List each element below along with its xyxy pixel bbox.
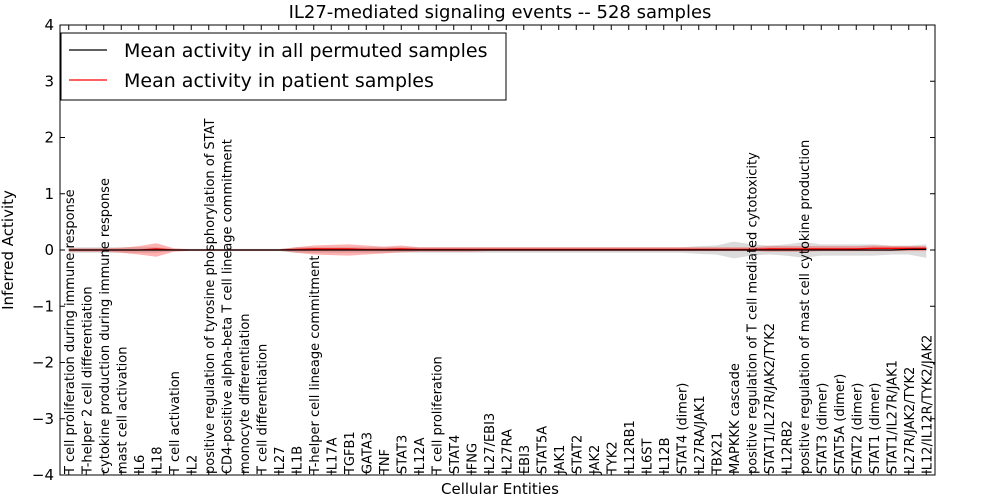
y-tick-label: −3 bbox=[32, 410, 54, 428]
x-category-label: IL27 bbox=[273, 446, 288, 474]
x-category-label: cytokine production during immune respon… bbox=[98, 178, 113, 474]
x-category-label: monocyte differentiation bbox=[238, 313, 253, 474]
legend-label-patient: Mean activity in patient samples bbox=[124, 70, 434, 92]
x-category-label: positive regulation of T cell mediated c… bbox=[745, 152, 760, 474]
x-category-label: IL27R/JAK2/TYK2 bbox=[903, 367, 918, 474]
x-category-label: IL12RB2 bbox=[780, 420, 795, 474]
x-axis-title: Cellular Entities bbox=[441, 480, 559, 498]
x-category-label: T cell differentiation bbox=[255, 344, 270, 475]
x-category-label: IL27RA/JAK1 bbox=[693, 395, 708, 474]
y-tick-label: 1 bbox=[44, 185, 54, 203]
x-category-label: positive regulation of mast cell cytokin… bbox=[798, 140, 813, 474]
x-category-label: STAT2 (dimer) bbox=[850, 383, 865, 474]
x-category-label: STAT4 bbox=[448, 435, 463, 474]
series-lines bbox=[68, 247, 927, 251]
x-category-label: IFNG bbox=[465, 443, 480, 474]
legend-box bbox=[60, 32, 507, 101]
x-axis-ticks bbox=[68, 25, 927, 475]
x-category-label: IL27RA bbox=[500, 429, 515, 474]
x-category-label: STAT5A (dimer) bbox=[833, 374, 848, 474]
x-category-label: positive regulation of tyrosine phosphor… bbox=[203, 119, 218, 475]
x-category-label: T cell proliferation during immune respo… bbox=[63, 189, 78, 475]
x-category-label: T-helper cell lineage commitment bbox=[308, 256, 323, 475]
x-category-label: JAK1 bbox=[553, 445, 568, 475]
x-category-label: STAT3 bbox=[395, 435, 410, 474]
y-tick-label: 4 bbox=[44, 16, 54, 34]
y-axis-ticks: −4 −3 −2 −1 0 1 2 3 4 bbox=[32, 16, 935, 484]
x-category-label: IL12/IL12R/TYK2/JAK2 bbox=[920, 335, 935, 474]
x-category-label: T cell activation bbox=[168, 371, 183, 475]
y-tick-label: 3 bbox=[44, 72, 54, 90]
y-axis-title: Inferred Activity bbox=[0, 190, 17, 310]
x-category-label: STAT1/IL27R/JAK1 bbox=[885, 360, 900, 474]
y-tick-label: −4 bbox=[32, 466, 54, 484]
x-category-label: MAPKKK cascade bbox=[728, 363, 743, 474]
x-category-label: STAT1 (dimer) bbox=[868, 383, 883, 474]
x-category-label: IL18 bbox=[150, 446, 165, 474]
x-axis-category-labels: T cell proliferation during immune respo… bbox=[63, 119, 935, 476]
x-category-label: STAT3 (dimer) bbox=[815, 383, 830, 474]
chart-title: IL27-mediated signaling events -- 528 sa… bbox=[289, 2, 712, 23]
x-category-label: IL27/EBI3 bbox=[483, 413, 498, 474]
x-category-label: mast cell activation bbox=[115, 347, 130, 475]
y-tick-label: 2 bbox=[44, 129, 54, 147]
x-category-label: TYK2 bbox=[605, 441, 620, 475]
x-category-label: IL12A bbox=[413, 437, 428, 474]
x-category-label: IL6ST bbox=[640, 438, 655, 474]
legend-label-permuted: Mean activity in all permuted samples bbox=[124, 40, 487, 62]
x-category-label: CD4-positive alpha-beta T cell lineage c… bbox=[220, 139, 235, 474]
x-category-label: TBX21 bbox=[710, 432, 725, 475]
x-category-label: IL17A bbox=[325, 437, 340, 474]
x-category-label: STAT1/IL27R/JAK2/TYK2 bbox=[763, 323, 778, 474]
x-category-label: STAT2 bbox=[570, 435, 585, 474]
x-category-label: IL6 bbox=[133, 455, 148, 474]
y-tick-label: −1 bbox=[32, 297, 54, 315]
x-category-label: JAK2 bbox=[588, 445, 603, 475]
x-category-label: TNF bbox=[378, 449, 393, 475]
x-category-label: IL12RB1 bbox=[623, 420, 638, 474]
x-category-label: T-helper 2 cell differentiation bbox=[80, 286, 95, 475]
x-category-label: T cell proliferation bbox=[430, 356, 445, 475]
x-category-label: GATA3 bbox=[360, 432, 375, 474]
x-category-label: IL2 bbox=[185, 455, 200, 474]
x-category-label: TGFB1 bbox=[343, 431, 358, 475]
x-category-label: IL12B bbox=[658, 438, 673, 475]
x-category-label: STAT4 (dimer) bbox=[675, 383, 690, 474]
y-tick-label: −2 bbox=[32, 354, 54, 372]
x-category-label: IL1B bbox=[290, 446, 305, 474]
y-tick-label: 0 bbox=[44, 241, 54, 259]
legend: Mean activity in all permuted samples Me… bbox=[60, 32, 507, 101]
x-category-label: EBI3 bbox=[518, 445, 533, 474]
series-line-0 bbox=[68, 248, 927, 251]
x-category-label: STAT5A bbox=[535, 426, 550, 474]
